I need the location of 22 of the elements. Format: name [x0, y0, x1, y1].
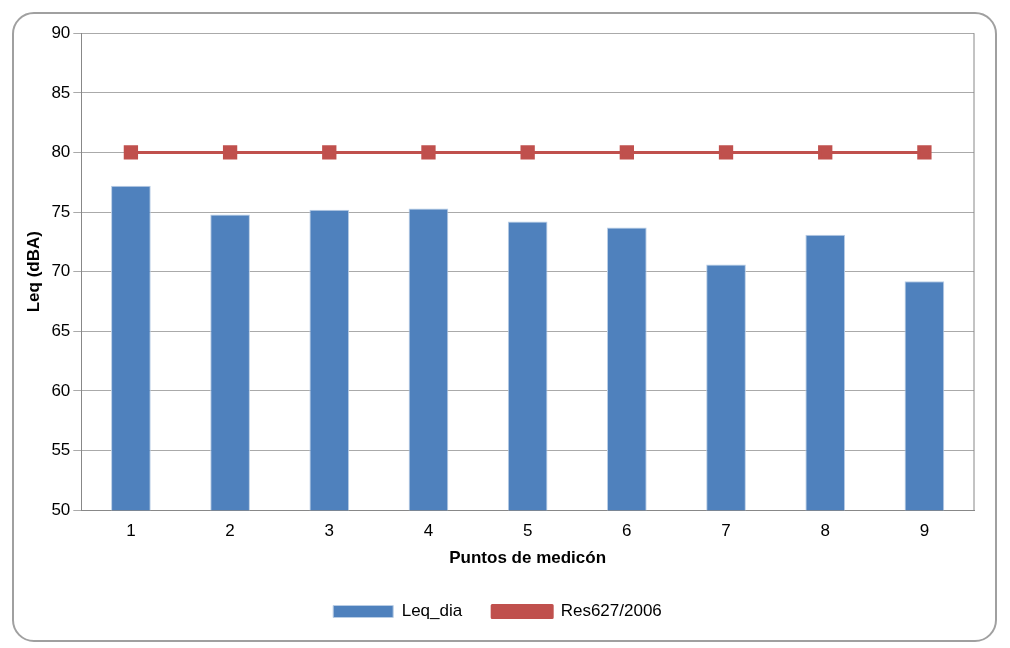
y-tick-label: 90	[51, 22, 71, 42]
x-tick-label: 7	[721, 521, 731, 541]
x-tick-label: 3	[324, 521, 335, 541]
y-tick-label: 75	[51, 201, 71, 221]
x-tick-label: 8	[820, 521, 830, 541]
x-tick-label: 1	[126, 521, 136, 541]
x-tick-label: 9	[919, 521, 930, 541]
y-axis-title: Leq (dBA)	[23, 231, 43, 313]
x-tick-label: 5	[522, 521, 533, 541]
y-tick-label: 85	[51, 82, 71, 102]
y-tick-label: 70	[51, 261, 71, 281]
y-tick-label: 60	[51, 380, 71, 400]
y-tick-label: 80	[51, 142, 71, 162]
x-tick-label: 6	[622, 521, 632, 541]
y-tick-label: 50	[51, 499, 71, 519]
x-tick-label: 4	[423, 521, 434, 541]
legend-label: Res627/2006	[560, 601, 662, 621]
x-axis-title: Puntos de medicón	[449, 548, 607, 568]
legend-label: Leq_dia	[401, 601, 463, 621]
y-tick-label: 55	[51, 440, 71, 460]
y-tick-label: 65	[51, 321, 71, 341]
x-tick-label: 2	[225, 521, 235, 541]
